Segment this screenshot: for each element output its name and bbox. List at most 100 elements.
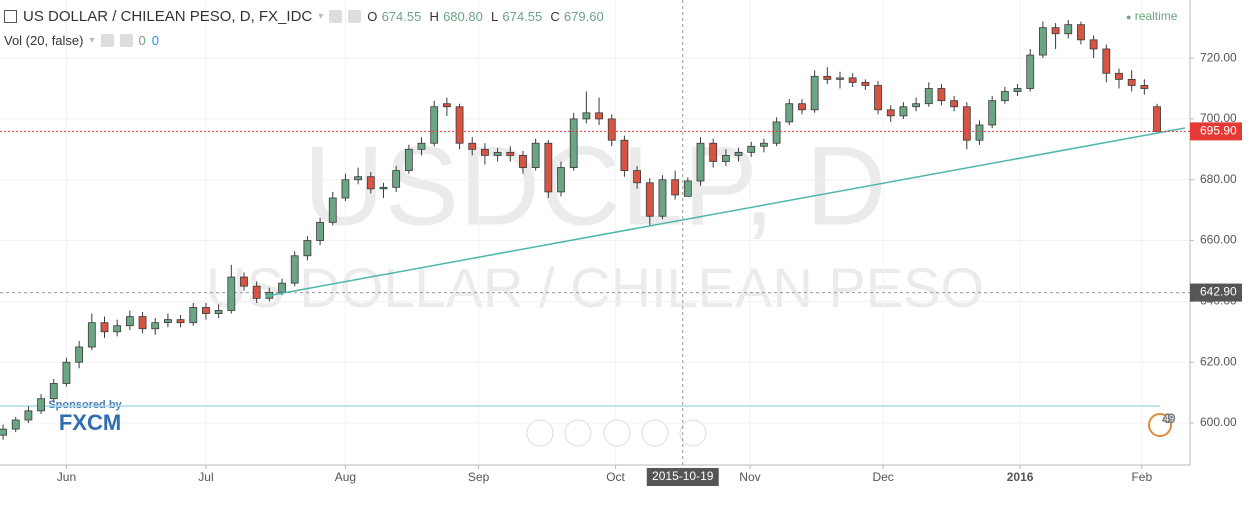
candle-body (962, 106, 971, 141)
candle-body (1064, 24, 1073, 35)
candle-body (519, 155, 527, 168)
candle-body (696, 142, 705, 182)
candle-body (75, 346, 84, 363)
candle-body (785, 103, 794, 123)
candle-body (798, 103, 806, 111)
ohlc-key: C (550, 9, 560, 24)
x-tick-label: Jul (198, 470, 213, 484)
candle-body (531, 142, 540, 168)
watermark: US DOLLAR / CHILEAN PESO (206, 256, 984, 319)
candle-body (836, 77, 844, 80)
candle-body (1026, 54, 1035, 89)
sponsor-logo[interactable]: FXCM (59, 410, 121, 435)
candle-body (861, 82, 870, 86)
candle-body (975, 124, 984, 141)
candle-body (366, 176, 375, 190)
candle-body (671, 179, 680, 196)
candle-body (633, 170, 642, 184)
y-tick-label: 720.00 (1200, 50, 1237, 64)
x-tick-label: Feb (1131, 470, 1152, 484)
x-tick-label: Dec (872, 470, 893, 484)
candle-body (848, 77, 857, 83)
volume-value: 0 (138, 33, 146, 48)
ohlc-key: H (429, 9, 439, 24)
last-price-label: 695.90 (1200, 124, 1237, 138)
candle-body (1127, 78, 1136, 86)
candle-body (113, 325, 122, 333)
symbol-title: US DOLLAR / CHILEAN PESO, D, FX_IDC (23, 8, 313, 25)
dropdown[interactable]: ▾ (89, 35, 95, 46)
settings-icon[interactable] (119, 34, 133, 47)
candle-body (468, 142, 477, 150)
candle-body (582, 112, 591, 120)
collapse-toggle[interactable] (4, 10, 17, 23)
background-layer: USDCLP, D US DOLLAR / CHILEAN PESO (0, 0, 1190, 465)
x-tick-label: Sep (468, 470, 490, 484)
volume-header: Vol (20, false) ▾ 0 0 (4, 33, 159, 48)
candle-body (899, 106, 908, 117)
candle-body (100, 322, 109, 333)
watermark: USDCLP, D (303, 124, 886, 249)
candle-body (290, 255, 299, 284)
badge-count: 49 (1164, 413, 1174, 423)
candle-body (214, 310, 223, 314)
volume-label: Vol (20, false) (4, 33, 84, 48)
scroll-right[interactable] (679, 419, 707, 447)
candle-body (138, 316, 147, 330)
candle-body (595, 112, 603, 120)
candle-body (747, 145, 756, 153)
candle-body (24, 410, 33, 421)
zoom-out[interactable] (564, 419, 592, 447)
candle-body (316, 221, 324, 241)
candle-body (658, 179, 667, 217)
settings-icon[interactable] (100, 34, 114, 47)
candle-body (49, 383, 58, 400)
candle-body (417, 142, 426, 150)
scroll-left[interactable] (526, 419, 554, 447)
candle-body (874, 85, 882, 111)
ohlc-value: 674.55 (502, 9, 543, 24)
settings-icon[interactable] (329, 10, 343, 23)
candle-body (1089, 39, 1098, 50)
x-tick-label: Jun (57, 470, 76, 484)
candle-body (1153, 106, 1161, 132)
candle-body (227, 276, 236, 311)
candle-body (62, 361, 71, 384)
symbol-header: US DOLLAR / CHILEAN PESO, D, FX_IDC ▾ O … (4, 8, 608, 25)
candle-body (557, 167, 565, 193)
y-tick-label: 600.00 (1200, 415, 1237, 429)
y-tick-label: 680.00 (1200, 172, 1237, 186)
candle-body (937, 88, 946, 102)
candle-body (0, 428, 7, 436)
y-tick-label: 620.00 (1200, 354, 1237, 368)
candle-body (988, 100, 997, 126)
candle-body (950, 100, 959, 108)
candle-body (151, 322, 160, 330)
candle-body (912, 103, 920, 108)
candle-body (87, 322, 96, 348)
event-badge[interactable] (1148, 413, 1172, 437)
candle-body (11, 419, 20, 430)
candle-body (734, 151, 743, 156)
candle-body (189, 307, 198, 324)
candle-body (176, 319, 185, 324)
candle-body (823, 75, 832, 80)
reset[interactable] (603, 419, 631, 447)
candle-body (544, 142, 553, 193)
candle-body (37, 398, 45, 412)
candle-body (392, 170, 401, 188)
candle-body (252, 285, 261, 299)
sponsor-label: Sponsored by (48, 399, 122, 411)
trendline (265, 127, 1186, 297)
last-price-tag (1190, 122, 1242, 141)
ohlc-values: O 674.55 H 680.80 L 674.55 C 679.60 (367, 8, 607, 25)
candle-body (278, 282, 286, 293)
navigation (526, 419, 707, 447)
x-tick-label: 2016 (1007, 470, 1034, 484)
candle-body (163, 319, 172, 324)
settings-icon[interactable] (348, 10, 362, 23)
dropdown[interactable]: ▾ (318, 11, 324, 22)
zoom-in[interactable] (641, 419, 669, 447)
ohlc-key: L (491, 9, 499, 24)
